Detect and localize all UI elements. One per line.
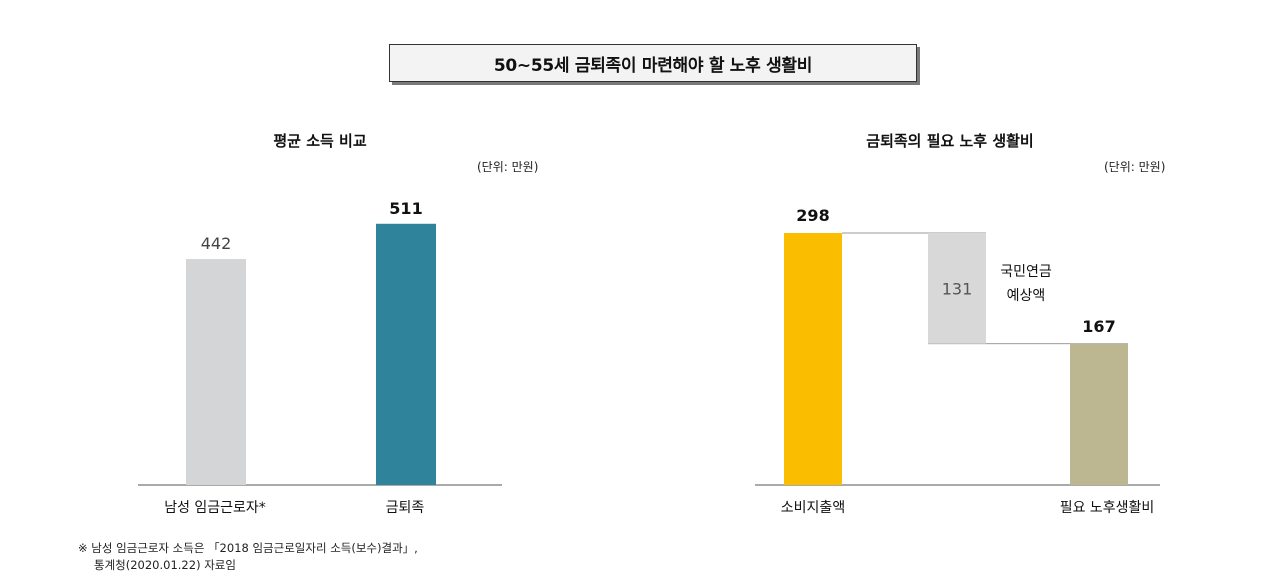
left-category-label-1: 남성 임금근로자* xyxy=(164,500,266,516)
main-title: 50~55세 금퇴족이 마련해야 할 노후 생활비 xyxy=(389,44,917,82)
left-bar-1 xyxy=(186,259,246,485)
right-chart-unit: (단위: 만원) xyxy=(1104,160,1166,174)
pension-delta-value: 131 xyxy=(942,279,973,298)
footnote: ※ 남성 임금근로자 소득은 「2018 임금근로일자리 소득(보수)결과」, … xyxy=(78,540,418,574)
footnote-line-2: 통계청(2020.01.22) 자료임 xyxy=(94,558,236,572)
pension-delta-label-line-2: 예상액 xyxy=(1007,288,1046,304)
pension-delta-label-line-1: 국민연금 xyxy=(1000,264,1052,280)
left-bar-2 xyxy=(376,223,436,485)
left-bar-value-2: 511 xyxy=(389,199,422,218)
left-category-label-2: 금퇴족 xyxy=(386,500,425,516)
right-bar-value-2: 167 xyxy=(1082,317,1115,336)
right-bar-pension-delta xyxy=(928,233,986,344)
right-bar-value-1: 298 xyxy=(796,206,829,225)
footnote-line-1: ※ 남성 임금근로자 소득은 「2018 임금근로일자리 소득(보수)결과」, xyxy=(78,541,418,555)
left-bar-value-1: 442 xyxy=(201,234,232,253)
right-bar-consumption xyxy=(784,233,842,485)
right-category-label-2: 필요 노후생활비 xyxy=(1060,500,1155,516)
right-bar-required xyxy=(1070,343,1128,485)
left-chart-title: 평균 소득 비교 xyxy=(273,132,367,150)
right-category-label-1: 소비지출액 xyxy=(781,500,845,516)
right-chart-title: 금퇴족의 필요 노후 생활비 xyxy=(866,132,1034,150)
left-chart-unit: (단위: 만원) xyxy=(477,160,539,174)
